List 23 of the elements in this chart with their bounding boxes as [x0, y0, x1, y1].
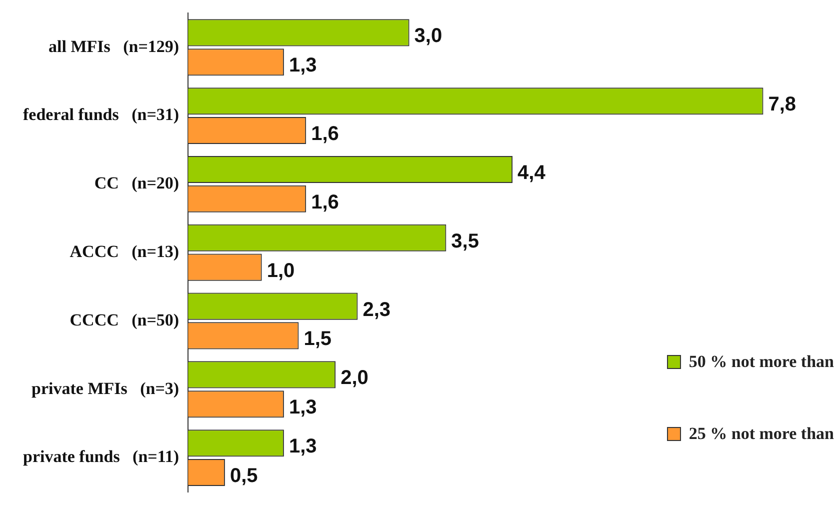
data-label: 1,6	[311, 191, 339, 214]
data-label: 0,5	[230, 465, 258, 488]
y-tick-label: all MFIs (n=129)	[48, 36, 180, 56]
data-label: 7,8	[768, 94, 796, 116]
data-label: 2,3	[362, 298, 391, 321]
y-tick-label: private MFIs (n=3)	[32, 378, 180, 398]
data-label: 1,3	[288, 396, 317, 419]
data-label: 3,5	[451, 230, 479, 252]
data-label: 1,3	[288, 54, 317, 77]
data-label: 1,5	[304, 328, 332, 350]
data-label: 3,0	[414, 25, 442, 48]
data-label: 4,4	[518, 162, 546, 184]
y-tick-label: federal funds (n=31)	[23, 105, 180, 124]
data-label: 1,3	[288, 436, 317, 458]
y-tick-label: ACCC (n=13)	[70, 242, 180, 261]
data-label: 2,0	[340, 367, 368, 390]
legend-label: 50 % not more than	[688, 352, 834, 372]
y-tick-label: CCCC (n=50)	[70, 310, 180, 330]
y-tick-label: private funds (n=11)	[22, 447, 180, 466]
y-tick-label: CC (n=20)	[94, 174, 180, 193]
data-label: 1,6	[311, 123, 339, 146]
legend-label: 25 % not more than	[688, 424, 834, 444]
data-label: 1,0	[266, 260, 295, 282]
